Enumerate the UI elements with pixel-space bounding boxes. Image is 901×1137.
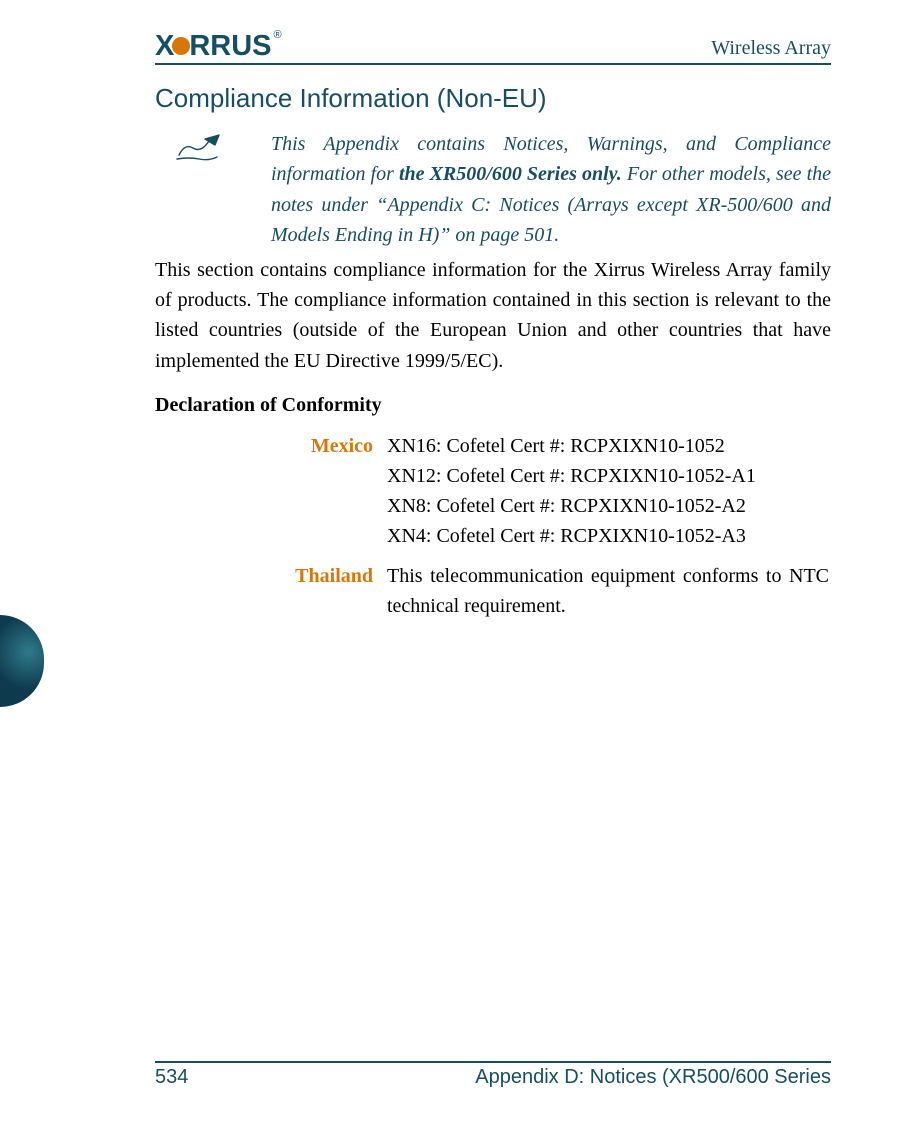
section-title: Compliance Information (Non-EU) xyxy=(155,83,831,114)
callout-text: This Appendix contains Notices, Warnings… xyxy=(271,129,831,251)
brand-logo: X RRUS ® xyxy=(155,30,282,63)
page-header: X RRUS ® Wireless Array xyxy=(155,27,831,65)
intro-paragraph: This section contains compliance informa… xyxy=(155,255,831,377)
country-body-thailand: This telecommunication equipment conform… xyxy=(387,561,831,621)
appendix-label: Appendix D: Notices (XR500/600 Series xyxy=(475,1066,831,1089)
logo-registered-icon: ® xyxy=(274,29,282,41)
logo-letter-x: X xyxy=(155,30,173,63)
handwriting-icon xyxy=(155,129,253,251)
logo-dot-icon xyxy=(172,37,190,55)
logo-letters-rest: RRUS xyxy=(189,30,271,63)
cert-line: XN8: Cofetel Cert #: RCPXIXN10-1052-A2 xyxy=(387,491,829,521)
cert-line: XN16: Cofetel Cert #: RCPXIXN10-1052 xyxy=(387,431,829,461)
country-body-mexico: XN16: Cofetel Cert #: RCPXIXN10-1052 XN1… xyxy=(387,431,831,551)
pencil-hand-icon xyxy=(175,133,221,163)
callout-bold: the XR500/600 Series only. xyxy=(399,163,622,185)
cert-line: XN4: Cofetel Cert #: RCPXIXN10-1052-A3 xyxy=(387,521,829,551)
subheading: Declaration of Conformity xyxy=(155,394,831,417)
page-number: 534 xyxy=(155,1066,188,1089)
section-tab-icon xyxy=(0,615,44,707)
conformity-table: Mexico XN16: Cofetel Cert #: RCPXIXN10-1… xyxy=(267,431,831,621)
country-label-mexico: Mexico xyxy=(267,431,373,551)
callout-note: This Appendix contains Notices, Warnings… xyxy=(155,129,831,251)
page-footer: 534 Appendix D: Notices (XR500/600 Serie… xyxy=(155,1061,831,1089)
doc-title: Wireless Array xyxy=(711,37,831,60)
table-row: Thailand This telecommunication equipmen… xyxy=(267,561,831,621)
cert-line: XN12: Cofetel Cert #: RCPXIXN10-1052-A1 xyxy=(387,461,829,491)
country-label-thailand: Thailand xyxy=(267,561,373,621)
table-row: Mexico XN16: Cofetel Cert #: RCPXIXN10-1… xyxy=(267,431,831,551)
page: X RRUS ® Wireless Array Compliance Infor… xyxy=(0,0,901,1137)
